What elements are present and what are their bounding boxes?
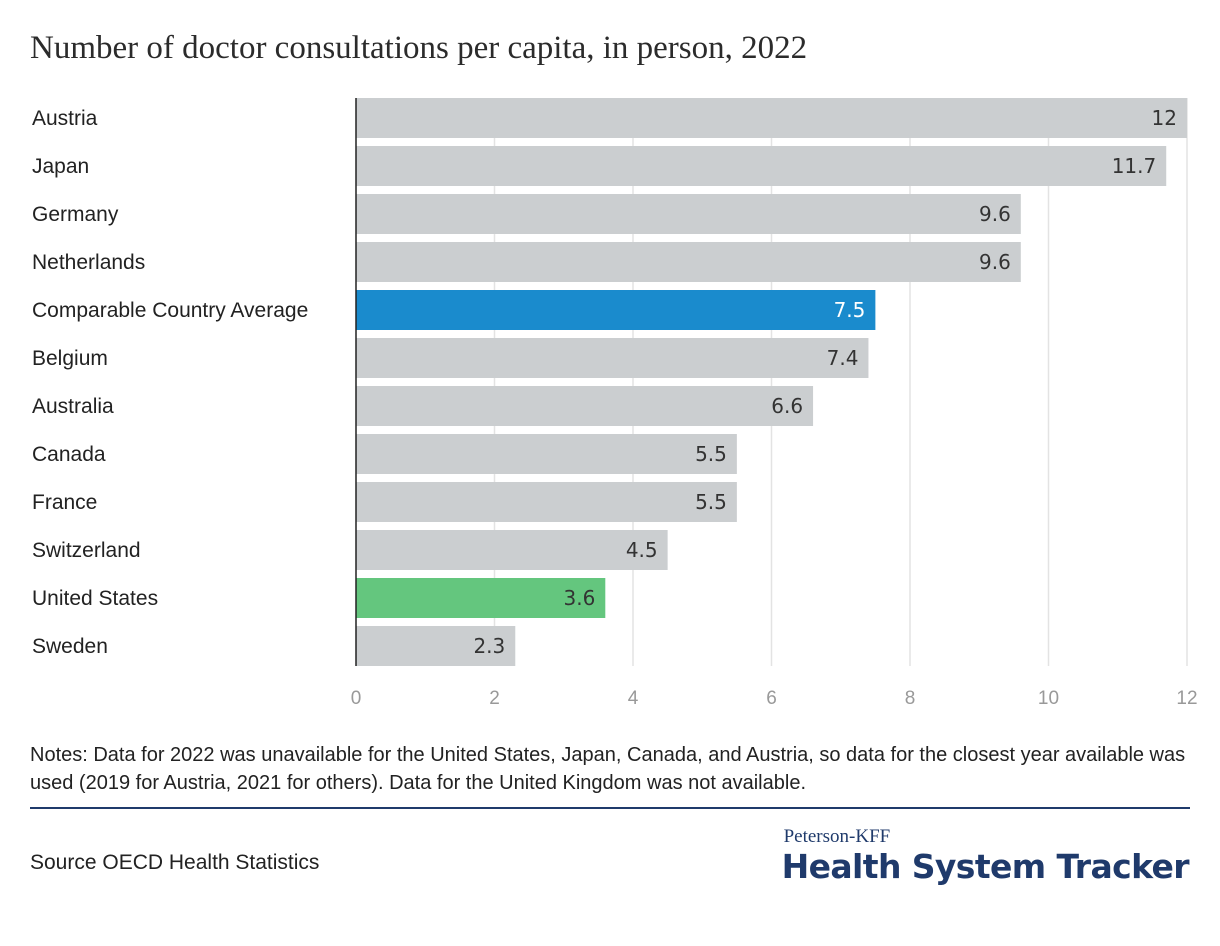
bar-belgium [356, 338, 869, 378]
category-label: Germany [32, 203, 119, 226]
value-label: 7.5 [834, 298, 866, 322]
bar-netherlands [356, 242, 1021, 282]
x-tick-label: 0 [351, 688, 362, 709]
category-label: Australia [32, 395, 114, 418]
brand-subtitle: Peterson-KFF [783, 826, 891, 847]
x-tick-label: 8 [905, 688, 916, 709]
gridlines [493, 98, 1188, 666]
category-labels: Austria Japan Germany Netherlands Comparable… [32, 107, 308, 658]
value-label: 5.5 [695, 490, 727, 514]
bars [356, 98, 1187, 666]
bar-austria [356, 98, 1187, 138]
bar-canada [356, 434, 737, 474]
value-label: 7.4 [827, 346, 859, 370]
x-tick-label: 12 [1176, 688, 1197, 709]
bar-japan [356, 146, 1167, 186]
category-label: Netherlands [32, 251, 145, 274]
brand-logo: Peterson-KFF Health System Tracker [781, 826, 1190, 886]
category-label: Belgium [32, 347, 108, 370]
category-label: United States [32, 587, 158, 610]
x-tick-label: 4 [628, 688, 639, 709]
chart-title: Number of doctor consultations per capit… [30, 30, 808, 66]
value-label: 3.6 [563, 586, 595, 610]
value-label: 9.6 [979, 250, 1011, 274]
category-label: Canada [32, 443, 106, 466]
value-label: 5.5 [695, 442, 727, 466]
bar-sweden [356, 626, 516, 666]
bar-germany [356, 194, 1021, 234]
brand-title: Health System Tracker [781, 847, 1190, 886]
value-label: 6.6 [771, 394, 803, 418]
chart-notes: Notes: Data for 2022 was unavailable for… [30, 744, 1186, 794]
value-label: 12 [1152, 106, 1177, 130]
bar-switzerland [356, 530, 668, 570]
category-label: Switzerland [32, 539, 141, 562]
value-label: 11.7 [1112, 154, 1157, 178]
value-label: 2.3 [473, 634, 505, 658]
category-label: France [32, 491, 97, 514]
category-label: Sweden [32, 635, 108, 658]
category-label: Japan [32, 155, 89, 178]
x-tick-label: 10 [1038, 688, 1059, 709]
bar-australia [356, 386, 814, 426]
x-tick-label: 2 [489, 688, 500, 709]
value-label: 9.6 [979, 202, 1011, 226]
category-label: Austria [32, 107, 98, 130]
divider [30, 807, 1190, 809]
bar-chart: Austria Japan Germany Netherlands Comparable… [32, 98, 1198, 709]
value-labels: 12 11.7 9.6 9.6 7.5 7.4 6.6 5.5 5.5 4.5 3.6 2.3 [473, 106, 1177, 658]
category-label: Comparable Country Average [32, 299, 308, 322]
bar-france [356, 482, 737, 522]
bar-united-states [356, 578, 606, 618]
chart-source: Source OECD Health Statistics [30, 851, 320, 874]
x-axis-ticks: 0 2 4 6 8 10 12 [351, 688, 1198, 709]
x-tick-label: 6 [766, 688, 777, 709]
value-label: 4.5 [626, 538, 658, 562]
bar-comparable-country-average [356, 290, 876, 330]
